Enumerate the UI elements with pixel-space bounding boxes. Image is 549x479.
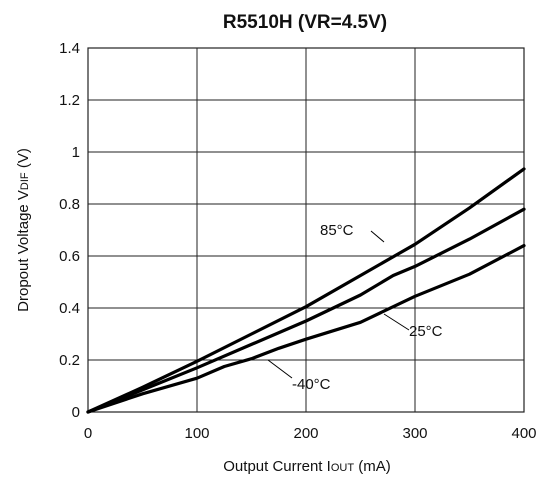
x-axis-label-sub: OUT [331,462,355,474]
plot-frame [87,47,525,413]
y-tick-label: 1 [72,144,80,161]
y-tick-label: 1.4 [59,40,80,57]
x-tick-label: 200 [293,425,318,442]
y-axis-label: Dropout Voltage VDIF (V) [15,148,32,312]
series-group [86,167,526,414]
chart-title: R5510H (VR=4.5V) [223,12,387,33]
series-85c-line [86,167,526,414]
x-axis-label-main: Output Current I [223,458,331,475]
y-axis-label-main: Dropout Voltage V [15,190,32,312]
y-tick-label: 0 [72,404,80,421]
leader-minus40c [267,359,293,379]
annotation-25c: 25°C [383,313,443,340]
y-tick-label: 1.2 [59,92,80,109]
annotation-minus40c: -40°C [267,359,331,393]
leader-25c [383,313,410,331]
label-85c: 85°C [320,222,354,239]
series-25c-line [86,207,526,414]
x-tick-label: 100 [184,425,209,442]
y-tick-label: 0.2 [59,352,80,369]
y-axis-label-tail: (V) [15,148,32,172]
y-axis-label-sub: DIF [19,172,31,190]
y-tick-label: 0.6 [59,248,80,265]
y-tick-label: 0.4 [59,300,80,317]
x-tick-label: 300 [402,425,427,442]
label-25c: 25°C [409,323,443,340]
series-minus40c-line [86,244,526,414]
x-axis-label: Output Current IOUT (mA) [223,458,390,475]
label-minus40c: -40°C [292,376,331,393]
leader-85c [370,230,385,243]
annotation-85c: 85°C [320,222,385,243]
tick-labels: 0 100 200 300 400 0 0.2 0.4 0.6 0.8 1 1.2 1.4 [59,40,536,442]
grid [88,48,524,412]
x-axis-label-tail: (mA) [354,458,391,475]
x-tick-label: 0 [84,425,92,442]
y-tick-label: 0.8 [59,196,80,213]
x-tick-label: 400 [511,425,536,442]
